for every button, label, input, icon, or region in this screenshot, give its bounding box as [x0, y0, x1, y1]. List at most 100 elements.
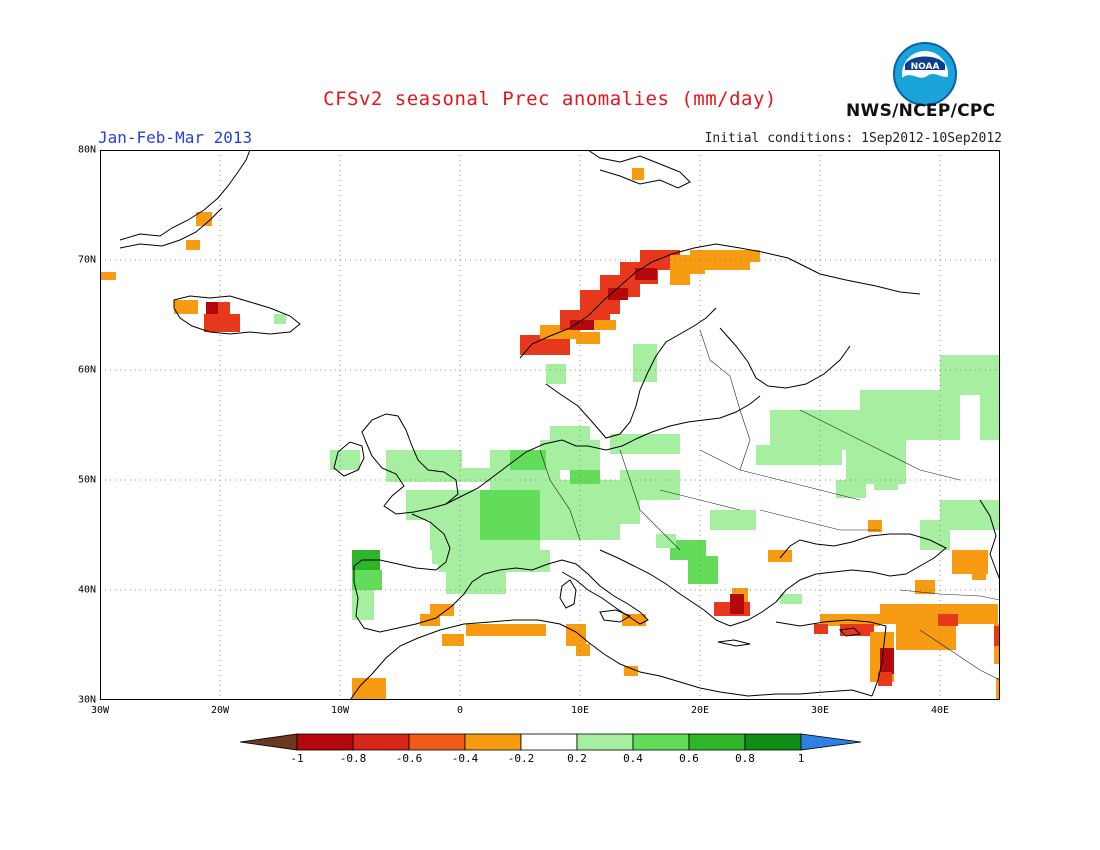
lat-label: 80N [77, 144, 96, 156]
colorbar-tick-label: -0.4 [451, 752, 479, 765]
anomaly-cell [994, 626, 1000, 646]
anomaly-cell [878, 672, 892, 686]
colorbar-box [744, 733, 802, 751]
anomaly-cell [633, 344, 657, 382]
anomaly-cell [670, 540, 706, 560]
coastline-ireland [333, 441, 365, 477]
lat-label: 70N [77, 254, 96, 266]
coastline-balkans [599, 549, 777, 627]
anomaly-cell [730, 594, 744, 614]
anomaly-cell [635, 268, 657, 280]
anomaly-cell [520, 335, 570, 355]
colorbar-box [296, 733, 354, 751]
anomaly-cell [874, 480, 898, 490]
lon-label: 40E [930, 705, 950, 716]
border-line [659, 489, 741, 511]
coastline-italy [531, 559, 649, 625]
lon-label: 20E [690, 705, 710, 716]
coastline-iceland [173, 295, 301, 335]
colorbar-box [632, 733, 690, 751]
colorbar-arrow-low [239, 733, 298, 751]
anomaly-cell [570, 320, 594, 330]
anomaly-cell [430, 604, 454, 616]
anomaly-cell [880, 648, 894, 674]
anomaly-cell [352, 550, 380, 572]
anomaly-cell [920, 520, 950, 550]
anomaly-cell [546, 364, 566, 384]
colorbar-arrow-high [800, 733, 862, 751]
coastline-cyprus [838, 627, 862, 637]
anomaly-cell [620, 470, 680, 500]
coastline-continent-west [445, 395, 761, 505]
border-line [699, 329, 751, 471]
anomaly-cell [566, 624, 586, 646]
coastline-scandinavia [519, 243, 921, 359]
forecast-period: Jan-Feb-Mar 2013 [98, 128, 253, 147]
border-line [619, 449, 681, 551]
anomaly-cell [768, 550, 792, 562]
lat-label: 50N [77, 474, 96, 486]
colorbar-box [352, 733, 410, 751]
coastline-black-sea [775, 533, 947, 603]
logo-wave [902, 74, 949, 100]
anomaly-cell [780, 594, 802, 604]
anomaly-cell [656, 534, 676, 548]
anomaly-cell [836, 480, 866, 498]
anomaly-cell [710, 250, 760, 262]
lon-label: 30E [810, 705, 830, 716]
anomaly-cell [442, 634, 464, 646]
lon-label: 0 [456, 705, 464, 716]
colorbar-tick-label: -0.8 [339, 752, 367, 765]
colorbar-tick-label: 0.2 [567, 752, 587, 765]
border-line [759, 509, 880, 531]
anomaly-cell [352, 688, 372, 700]
coastline-north-africa [349, 619, 873, 700]
colorbar-box [464, 733, 522, 751]
lat-label: 30N [77, 694, 96, 706]
colorbar-tick-label: -0.6 [395, 752, 423, 765]
colorbar-box [520, 733, 578, 751]
anomaly-cell [570, 470, 600, 484]
anomaly-cell [996, 678, 1000, 700]
coastline-caspian [979, 499, 1000, 581]
map-title: CFSv2 seasonal Prec anomalies (mm/day) [323, 88, 777, 110]
anomaly-cell [938, 614, 958, 626]
anomaly-cell [915, 580, 935, 594]
coastline-sicily [599, 609, 632, 623]
anomaly-cell [586, 320, 616, 330]
colorbar-tick-label: -0.2 [507, 752, 535, 765]
lon-label: 10E [570, 705, 590, 716]
anomaly-cell [610, 434, 680, 454]
anomaly-cell [218, 302, 230, 314]
coastline-greenland [119, 150, 251, 241]
anomaly-cell [196, 212, 212, 226]
anomaly-cell [632, 168, 644, 180]
anomaly-cell [980, 360, 1000, 440]
coastline-greenland-south [119, 207, 223, 249]
coastline-crete [717, 639, 751, 647]
anomaly-cell [688, 556, 718, 584]
graticule [100, 150, 1000, 700]
coastline-sweden-baltic [545, 307, 717, 439]
border-line [539, 449, 581, 541]
anomaly-cell [352, 590, 374, 620]
anomaly-cell [608, 288, 628, 300]
anomaly-cell [206, 302, 218, 314]
anomaly-cell [576, 332, 600, 344]
colorbar-box [576, 733, 634, 751]
initial-conditions: Initial conditions: 1Sep2012-10Sep2012 [704, 131, 1002, 146]
anomaly-cell [446, 572, 506, 594]
anomaly-cell [868, 520, 882, 532]
anomaly-cell [624, 666, 638, 676]
coastlines [119, 150, 1000, 700]
anomaly-cell [846, 430, 906, 484]
coastline-iberia [353, 566, 533, 633]
anomaly-cell [710, 510, 756, 530]
lon-label: 30W [90, 705, 110, 716]
anomaly-cell [274, 314, 286, 324]
anomaly-cell [840, 624, 874, 636]
anomaly-cell [204, 314, 240, 332]
anomaly-cell [756, 445, 842, 465]
anomaly-layer [100, 168, 1000, 700]
anomaly-cell [432, 550, 472, 564]
